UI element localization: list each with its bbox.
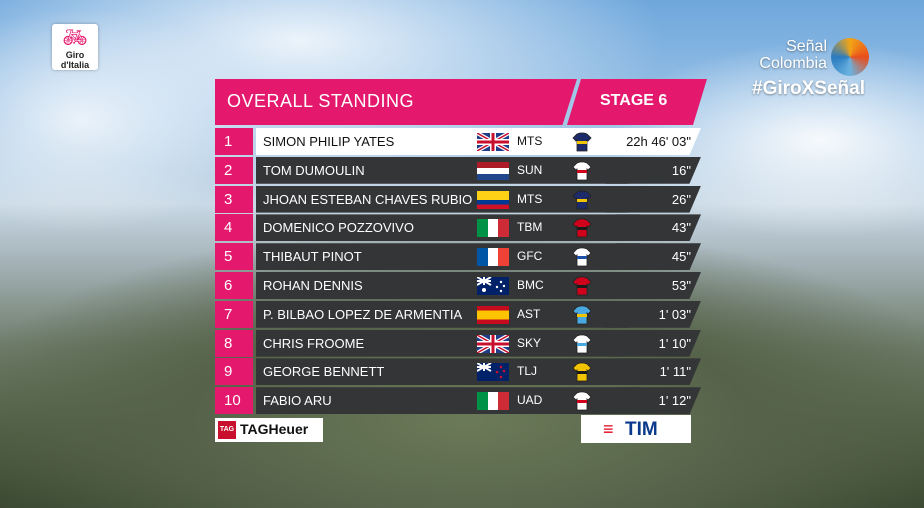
team-jersey-icon	[572, 190, 592, 210]
country-flag-icon	[477, 219, 509, 238]
team-code: MTS	[517, 134, 543, 148]
tim-text: TIM	[625, 419, 658, 440]
team-jersey-icon	[572, 391, 592, 411]
position-number: 6	[215, 272, 253, 299]
team-code: TLJ	[517, 364, 538, 379]
giro-logo: 🚲︎ Giro d'Italia	[52, 24, 98, 70]
channel-line2: Colombia	[759, 55, 827, 72]
team-code: MTS	[517, 191, 543, 206]
rider-name: SIMON PHILIP YATES	[263, 134, 395, 149]
time-panel	[605, 185, 701, 213]
tim-logo: ≡ TIM	[581, 415, 691, 443]
time-panel	[605, 156, 701, 184]
rider-name: ROHAN DENNIS	[263, 278, 363, 293]
gap-time: 1' 10"	[658, 335, 691, 351]
bicycle-icon: 🚲︎	[62, 27, 88, 49]
hashtag: #GiroXSeñal	[752, 78, 865, 99]
team-code: TBM	[517, 220, 543, 235]
country-flag-icon	[477, 161, 509, 180]
position-number: 3	[215, 185, 253, 213]
team-jersey-icon	[572, 132, 592, 152]
team-jersey-icon	[572, 305, 592, 325]
position-number: 9	[215, 358, 253, 386]
position-number: 2	[215, 156, 253, 184]
team-code: GFC	[517, 249, 543, 264]
rider-name: P. BILBAO LOPEZ DE ARMENTIA	[263, 306, 463, 322]
country-flag-icon	[477, 305, 509, 324]
tim-mark-icon: ≡	[603, 419, 614, 439]
country-flag-icon	[477, 190, 509, 209]
tagheuer-text: TAGHeuer	[240, 421, 309, 437]
gap-time: 1' 03"	[658, 306, 691, 322]
tagheuer-logo: TAG TAGHeuer	[215, 418, 323, 442]
gap-time: 1' 11"	[659, 364, 691, 380]
time-panel	[605, 300, 701, 328]
time-panel	[605, 358, 701, 386]
position-number: 7	[215, 300, 253, 328]
header-right-panel	[567, 79, 707, 125]
time-panel	[605, 387, 701, 415]
time-panel	[605, 214, 701, 242]
country-flag-icon	[477, 133, 509, 151]
gap-time: 1' 12"	[658, 393, 691, 409]
header-left-panel	[215, 79, 577, 125]
position-number: 5	[215, 243, 253, 271]
country-flag-icon	[477, 248, 509, 267]
gap-time: 53"	[671, 278, 691, 293]
team-jersey-icon	[572, 362, 592, 382]
team-jersey-icon	[572, 334, 592, 354]
country-flag-icon	[477, 334, 509, 353]
country-flag-icon	[477, 277, 509, 295]
team-code: SKY	[517, 335, 542, 350]
team-code: BMC	[517, 278, 544, 292]
country-flag-icon	[477, 363, 509, 382]
team-code: AST	[517, 306, 541, 321]
channel-line1: Señal	[786, 38, 827, 55]
time-panel	[605, 272, 701, 299]
rider-name: GEORGE BENNETT	[263, 364, 385, 380]
team-code: UAD	[517, 393, 543, 408]
rider-name: TOM DUMOULIN	[263, 162, 365, 178]
gap-time: 16"	[671, 162, 691, 178]
standings-title: OVERALL STANDING	[227, 91, 415, 111]
position-number: 8	[215, 329, 253, 357]
gap-time: 45"	[671, 249, 691, 265]
position-number: 1	[215, 128, 253, 155]
team-jersey-icon	[572, 161, 592, 181]
position-number: 10	[215, 387, 253, 415]
time-panel	[605, 329, 701, 357]
standings-header: OVERALL STANDING STAGE 6	[215, 79, 707, 125]
rider-name: CHRIS FROOME	[263, 335, 365, 351]
team-jersey-icon	[572, 218, 592, 238]
gap-time: 26"	[671, 191, 691, 207]
gap-time: 22h 46' 03"	[626, 134, 691, 149]
rider-name: DOMENICO POZZOVIVO	[263, 220, 414, 236]
channel-swirl-icon	[831, 38, 869, 76]
team-jersey-icon	[572, 276, 592, 296]
stage-label: STAGE 6	[600, 92, 668, 109]
giro-logo-text: Giro d'Italia	[60, 50, 90, 70]
rider-name: THIBAUT PINOT	[263, 249, 362, 265]
team-jersey-icon	[572, 247, 592, 267]
rider-name: JHOAN ESTEBAN CHAVES RUBIO	[263, 191, 473, 207]
rider-name: FABIO ARU	[263, 393, 332, 409]
position-number: 4	[215, 214, 253, 242]
gap-time: 43"	[671, 220, 691, 236]
team-code: SUN	[517, 162, 543, 177]
country-flag-icon	[477, 392, 509, 411]
channel-logo: Señal Colombia #GiroXSeñal	[735, 38, 875, 108]
time-panel	[605, 243, 701, 271]
time-panel	[605, 128, 701, 155]
tagheuer-mark-icon: TAG	[218, 421, 236, 439]
